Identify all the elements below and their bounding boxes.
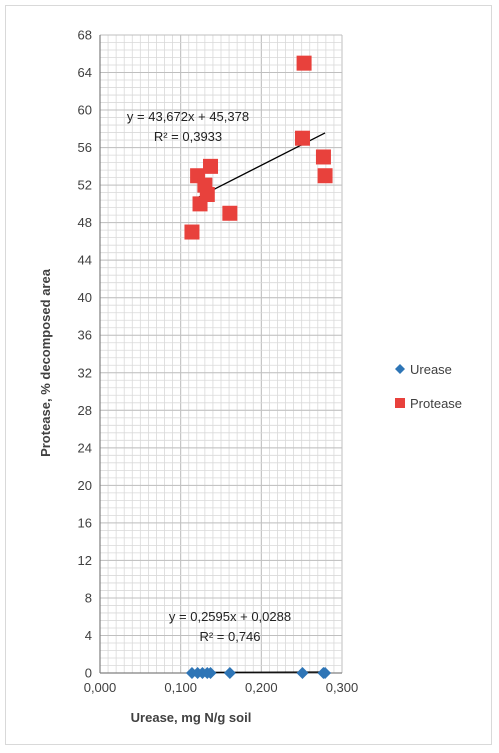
y-tick-label: 16 [78, 515, 92, 530]
legend-item-protease: Protease [395, 396, 462, 411]
y-tick-label: 68 [78, 28, 92, 43]
data-point-protease [222, 205, 238, 221]
y-tick-label: 40 [78, 290, 92, 305]
chart-frame [5, 5, 492, 745]
y-tick-label: 48 [78, 215, 92, 230]
x-tick-label: 0,200 [245, 680, 278, 695]
data-point-protease [315, 149, 331, 165]
y-tick-label: 4 [85, 628, 92, 643]
y-tick-label: 24 [78, 440, 92, 455]
trendline-equation-protease: y = 43,672x + 45,378 [127, 109, 249, 124]
legend-item-urease: Urease [395, 362, 452, 377]
data-point-urease [223, 667, 236, 679]
x-tick-label: 0,000 [84, 680, 117, 695]
y-tick-label: 20 [78, 478, 92, 493]
y-tick-label: 52 [78, 178, 92, 193]
data-point-urease [296, 667, 309, 679]
legend-label-protease: Protease [410, 396, 462, 411]
data-point-protease [294, 130, 310, 146]
y-tick-label: 12 [78, 553, 92, 568]
y-tick-label: 56 [78, 140, 92, 155]
data-point-protease [203, 158, 219, 174]
x-axis-title: Urease, mg N/g soil [131, 710, 252, 725]
data-point-urease [319, 667, 332, 679]
y-tick-label: 28 [78, 403, 92, 418]
x-tick-label: 0,100 [164, 680, 197, 695]
y-tick-label: 60 [78, 103, 92, 118]
y-tick-label: 44 [78, 253, 92, 268]
data-points [184, 55, 333, 679]
y-tick-label: 64 [78, 65, 92, 80]
y-axis-title: Protease, % decomposed area [38, 268, 53, 457]
trendline-r2-protease: R² = 0,3933 [154, 129, 222, 144]
y-tick-label: 36 [78, 328, 92, 343]
data-point-protease [184, 224, 200, 240]
trendline-r2-urease: R² = 0,746 [199, 629, 260, 644]
trendline-equation-urease: y = 0,2595x + 0,0288 [169, 609, 291, 624]
trendline-labels: y = 0,2595x + 0,0288 R² = 0,746 y = 43,672… [127, 109, 291, 644]
data-point-protease [199, 187, 215, 202]
data-point-urease [204, 667, 217, 679]
x-tick-label: 0,300 [326, 680, 359, 695]
legend-label-urease: Urease [410, 362, 452, 377]
y-tick-label: 8 [85, 590, 92, 605]
data-point-protease [317, 168, 333, 184]
data-point-protease [296, 55, 312, 71]
y-tick-label: 32 [78, 365, 92, 380]
legend: Urease Protease [395, 362, 462, 411]
y-tick-label: 0 [85, 666, 92, 681]
legend-marker-protease [395, 398, 405, 408]
legend-marker-urease [395, 364, 405, 374]
gridlines [99, 34, 343, 674]
tick-labels: 0,000 0,100 0,200 0,30004812162024283236404… [78, 28, 359, 696]
